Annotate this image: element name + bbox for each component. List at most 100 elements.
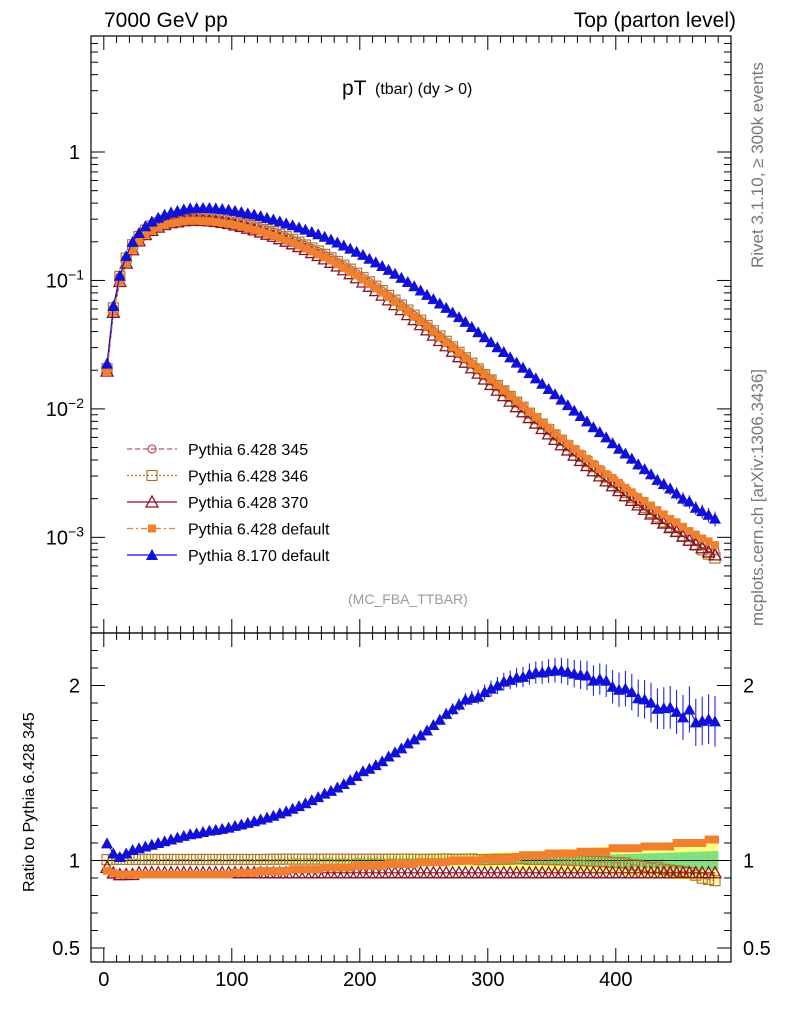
data-point (442, 338, 451, 347)
data-point (391, 297, 399, 306)
axis-frame (90, 632, 732, 963)
data-point (702, 508, 715, 520)
ratio-point (397, 860, 406, 868)
ratio-point (146, 853, 158, 866)
ratio-point (581, 669, 593, 681)
data-point (109, 308, 118, 317)
data-point (638, 463, 651, 475)
data-point (389, 267, 401, 279)
data-point (600, 431, 613, 443)
ratio-point (704, 835, 713, 844)
ratio-point (141, 870, 150, 879)
ratio-point (113, 851, 126, 862)
legend-marker (146, 469, 158, 482)
ratio-point (408, 733, 421, 745)
ratio-point (210, 853, 222, 866)
data-point (333, 260, 342, 269)
legend-label: Pythia 6.428 345 (188, 442, 308, 459)
data-point (529, 372, 542, 384)
ratio-point (384, 860, 393, 868)
data-point (581, 415, 593, 427)
ratio-point (391, 860, 399, 868)
ratio-point (263, 867, 271, 875)
data-point (382, 263, 395, 275)
legend-label: Pythia 6.428 346 (188, 469, 308, 486)
legend-label: Pythia 6.428 default (188, 522, 330, 539)
ratio-point (229, 853, 241, 866)
ratio-point (485, 682, 497, 694)
data-point (122, 259, 131, 268)
ratio-point (583, 847, 591, 856)
data-point (231, 220, 239, 229)
data-point (619, 447, 632, 459)
ratio-point (467, 856, 476, 865)
data-point (670, 487, 683, 499)
data-point (587, 421, 600, 433)
header-right: Top (parton level) (573, 9, 736, 32)
ratio-point (306, 853, 318, 865)
data-point (126, 235, 139, 247)
ratio-point (325, 784, 337, 796)
data-point (128, 245, 137, 254)
data-point (224, 220, 233, 229)
data-point (410, 312, 419, 321)
ratio-point (346, 863, 355, 872)
ratio-point (453, 698, 465, 710)
data-point (305, 225, 318, 237)
ratio-point (154, 870, 163, 879)
ratio-point (365, 861, 374, 870)
ratio-point (683, 703, 696, 715)
ratio-point (670, 705, 683, 717)
data-point (613, 442, 625, 454)
data-point (250, 225, 259, 234)
ratio-point (178, 853, 190, 866)
data-point (312, 228, 325, 240)
ratio-point (416, 858, 425, 867)
data-point (583, 454, 591, 463)
ratio-point (491, 679, 504, 691)
chart-subtitle: (tbar) (dy > 0) (375, 81, 472, 98)
ratio-point (702, 713, 715, 725)
data-point (657, 478, 670, 490)
data-point (427, 293, 440, 305)
data-point (593, 426, 606, 438)
ratio-point (410, 860, 419, 868)
data-point (446, 306, 459, 318)
main-plot-frame: 10−3 10−2 10−1 1 (46, 35, 732, 634)
ratio-point (512, 853, 521, 861)
data-point (453, 311, 465, 323)
ratio-point (423, 858, 431, 867)
data-point (536, 377, 549, 389)
ratio-point (480, 854, 489, 863)
ratio-point (218, 870, 227, 879)
legend-label: Pythia 8.170 default (188, 548, 330, 565)
data-point (472, 326, 485, 338)
ratio-point (327, 863, 335, 872)
data-point (640, 496, 649, 505)
data-point (275, 234, 284, 243)
ratio-point (167, 870, 175, 879)
data-point (152, 211, 165, 223)
data-point (359, 275, 367, 284)
data-point (695, 540, 710, 554)
data-point (549, 388, 561, 400)
ratio-point (531, 851, 540, 860)
ratio-point (401, 737, 414, 749)
data-point (653, 506, 662, 515)
data-point (487, 375, 495, 384)
ratio-point (197, 853, 209, 866)
data-point (327, 256, 335, 265)
ratio-point (653, 842, 662, 851)
data-point (416, 317, 425, 326)
ratio-point (243, 868, 252, 877)
data-point (525, 407, 534, 416)
main-series-group (99, 202, 723, 564)
data-point (218, 218, 227, 227)
ratio-point (626, 859, 638, 871)
data-point (538, 418, 547, 427)
ratio-point (551, 849, 559, 858)
ratio-point (709, 715, 721, 727)
ratio-point (255, 853, 267, 866)
data-point (627, 488, 636, 497)
data-point (269, 231, 278, 240)
